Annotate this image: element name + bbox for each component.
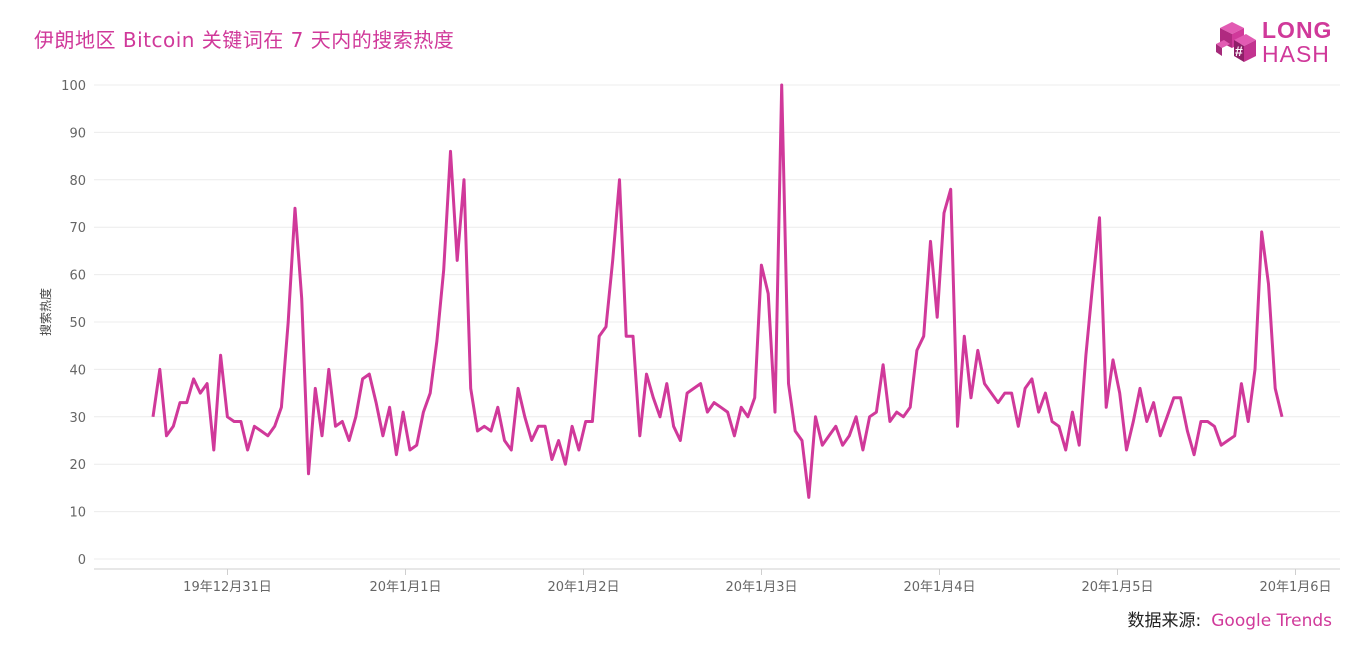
series-line [151, 83, 1284, 499]
x-tick-label: 20年1月2日 [547, 580, 619, 595]
source-value: Google Trends [1211, 611, 1332, 631]
y-tick-label: 30 [69, 411, 86, 426]
y-tick-label: 80 [69, 174, 86, 189]
x-tick-label: 20年1月6日 [1259, 580, 1331, 595]
svg-text:#: # [1235, 43, 1243, 59]
x-tick-label: 20年1月3日 [725, 580, 797, 595]
logo-line1: LONG [1262, 17, 1333, 43]
logo-line2: HASH [1262, 41, 1330, 67]
y-tick-label: 0 [78, 553, 86, 568]
grid-lines [94, 84, 1340, 560]
data-source: 数据来源: Google Trends [1128, 606, 1332, 631]
x-tick-label: 20年1月1日 [369, 580, 441, 595]
chart-title: 伊朗地区 Bitcoin 关键词在 7 天内的搜索热度 [34, 28, 455, 52]
y-tick-label: 100 [61, 79, 86, 94]
y-tick-label: 10 [69, 506, 86, 521]
y-tick-label: 60 [69, 269, 86, 284]
x-tick-label: 20年1月4日 [903, 580, 975, 595]
y-tick-label: 20 [69, 458, 86, 473]
longhash-cube-icon: # [1216, 22, 1256, 62]
y-tick-label: 40 [69, 363, 86, 378]
source-label: 数据来源: [1127, 611, 1202, 631]
x-axis-ticks: 19年12月31日 20年1月1日 20年1月2日 20年1月3日 20年1月4日 20年… [183, 569, 1332, 595]
x-tick-label: 20年1月5日 [1081, 580, 1153, 595]
logo-text: LONG HASH [1262, 18, 1332, 66]
longhash-logo: # LONG HASH [1214, 18, 1344, 70]
y-tick-label: 50 [69, 316, 86, 331]
y-axis-label: 搜索热度 [38, 288, 53, 336]
x-tick-label: 19年12月31日 [183, 580, 272, 595]
y-tick-label: 70 [69, 221, 86, 236]
y-tick-label: 90 [69, 126, 86, 141]
y-axis-ticks: 0 10 20 30 40 50 60 70 80 90 100 [61, 79, 86, 568]
